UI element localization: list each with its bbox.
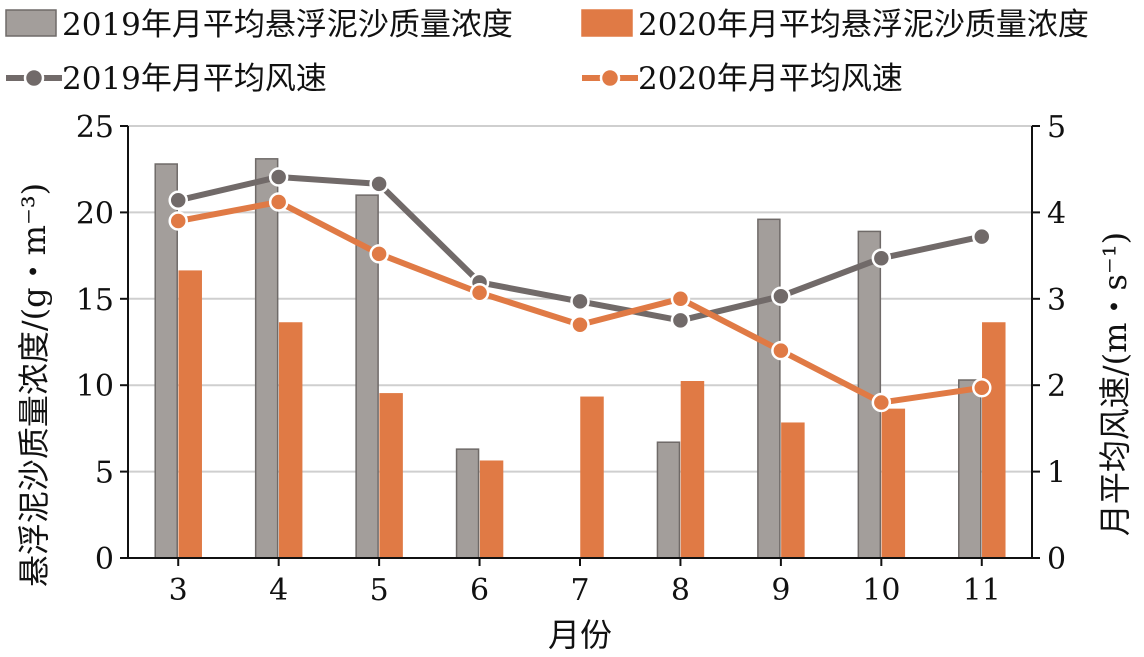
x-axis-title: 月份 [548,616,612,654]
right-axis-title: 月平均风速/(m・s⁻¹) [1096,232,1134,536]
bar-2020-7 [580,396,604,559]
bar-2019-6 [455,448,480,559]
wind-point-2020-3 [168,211,188,231]
wind-point-2019-5 [369,174,389,194]
x-tick-label: 9 [771,573,790,608]
right-tick-label: 3 [1047,283,1066,318]
left-tick-label: 5 [95,456,114,491]
bar-2020-10 [881,408,906,559]
x-tick-label: 3 [169,573,188,608]
bar-2020-11 [982,322,1006,559]
wind-point-2019-7 [570,291,590,312]
bar-2020-5 [379,393,403,559]
bar-2019-9 [757,218,781,559]
bar-2019-8 [656,441,681,559]
wind-point-2019-9 [771,286,791,306]
wind-point-2019-10 [871,248,892,268]
left-tick-label: 15 [76,283,114,318]
x-tick-label: 4 [269,573,288,608]
bar-2020-4 [278,322,303,559]
wind-point-2020-6 [469,283,490,303]
tick-labels: 0 5 10 15 20 25 0 1 2 3 4 5 3 4 5 6 7 8 9 10 11 [76,110,1066,608]
legend-swatch-bar [5,9,57,37]
wind-point-2019-8 [670,310,691,331]
axes [120,125,1040,566]
wind-point-2020-5 [369,244,389,264]
x-tick-label: 11 [963,573,1001,608]
wind-point-2019-3 [168,190,188,211]
left-axis-title: 悬浮泥沙质量浓度/(g・m⁻³) [15,183,53,587]
x-tick-label: 8 [671,573,690,608]
wind-point-2020-11 [972,378,992,398]
bar-2019-4 [254,158,279,559]
bar-2020-3 [178,270,202,559]
legend-label: 2020年月平均悬浮泥沙质量浓度 [638,7,1089,43]
wind-point-2020-4 [268,192,289,212]
legend-label: 2019年月平均风速 [62,61,327,97]
right-tick-label: 2 [1047,369,1066,404]
x-tick-label: 5 [370,573,389,608]
legend-label: 2019年月平均悬浮泥沙质量浓度 [62,7,513,43]
wind-point-2020-10 [871,392,892,413]
legend-label: 2020年月平均风速 [638,61,903,97]
wind-point-2019-11 [972,226,992,247]
left-tick-label: 25 [76,110,114,145]
bars [154,158,1006,559]
wind-point-2020-8 [670,289,691,309]
legend-swatch-marker [599,67,621,89]
right-tick-label: 5 [1047,110,1066,145]
right-tick-label: 1 [1047,456,1066,491]
legend-swatch-bar [581,9,633,37]
left-tick-label: 20 [76,196,114,231]
bar-2020-6 [479,460,504,559]
right-tick-label: 4 [1047,196,1066,231]
left-tick-label: 0 [95,542,114,577]
x-tick-label: 7 [570,573,589,608]
left-tick-label: 10 [76,369,114,404]
line-series [168,167,992,413]
x-tick-label: 10 [862,573,900,608]
x-tick-label: 6 [470,573,489,608]
bar-2020-8 [680,380,705,559]
legend: 2019年月平均悬浮泥沙质量浓度 2020年月平均悬浮泥沙质量浓度 2019年月平均… [5,7,1089,97]
wind-point-2020-7 [570,314,590,335]
wind-point-2019-4 [268,167,289,187]
wind-point-2020-9 [771,340,791,361]
right-tick-label: 0 [1047,542,1066,577]
bar-2020-9 [781,422,805,559]
bar-2019-11 [958,379,982,559]
legend-swatch-marker [23,67,45,89]
